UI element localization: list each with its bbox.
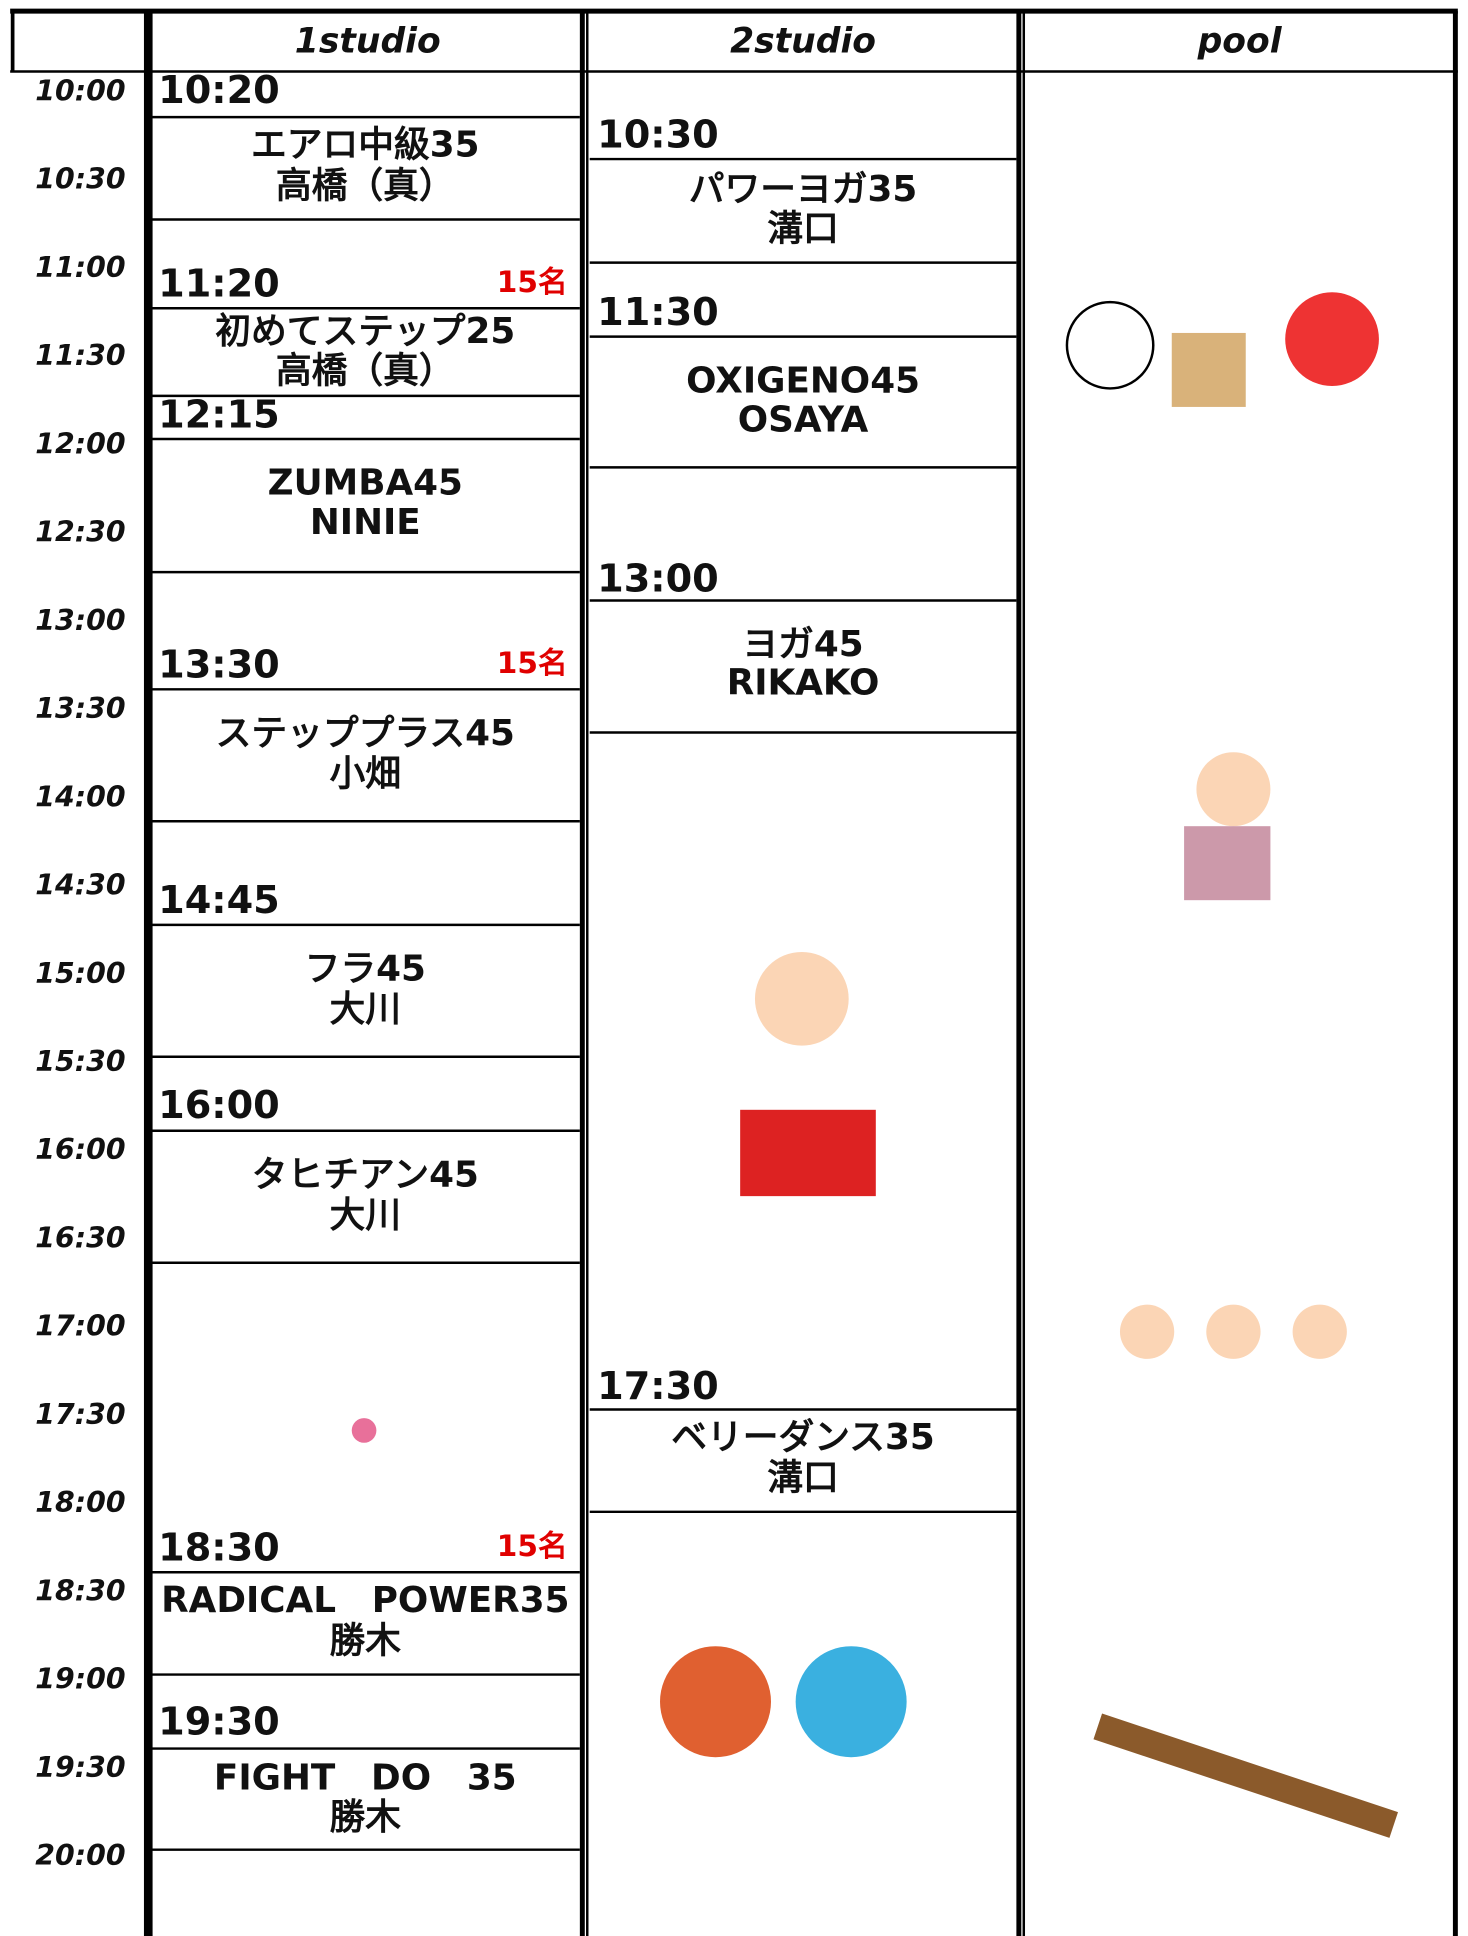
- start-time: 11:30: [597, 291, 719, 335]
- start-time: 18:30: [158, 1527, 280, 1571]
- class-name: OXIGENO45: [686, 360, 920, 401]
- instructor: NINIE: [310, 502, 421, 543]
- time-label: 10:00: [35, 74, 125, 107]
- start-time: 19:30: [158, 1700, 280, 1744]
- class-name: パワーヨガ35: [689, 169, 918, 210]
- column-header: 2studio: [730, 22, 876, 62]
- start-time: 14:45: [158, 879, 280, 923]
- time-label: 16:00: [35, 1133, 125, 1166]
- class-name: RADICAL POWER35: [161, 1580, 569, 1621]
- class-name: フラ45: [305, 948, 426, 989]
- instructor: 高橋（真）: [276, 165, 455, 206]
- capacity: 15名: [497, 646, 568, 680]
- class-name: FIGHT DO 35: [214, 1757, 517, 1798]
- time-label: 18:00: [35, 1486, 125, 1519]
- time-label: 12:00: [35, 427, 125, 460]
- instructor: 大川: [330, 1195, 401, 1236]
- time-label: 11:30: [35, 339, 125, 372]
- time-label: 13:30: [35, 692, 125, 725]
- class-name: ベリーダンス35: [671, 1417, 935, 1458]
- instructor: 勝木: [330, 1797, 402, 1838]
- start-time: 13:30: [158, 644, 280, 688]
- instructor: 勝木: [330, 1621, 402, 1662]
- class-name: タヒチアン45: [252, 1154, 479, 1195]
- start-time: 10:20: [158, 69, 280, 113]
- class-name: ステッププラス45: [216, 713, 515, 754]
- time-label: 15:30: [35, 1045, 125, 1078]
- time-label: 12:30: [35, 516, 125, 549]
- capacity: 15名: [497, 1529, 568, 1563]
- start-time: 11:20: [158, 263, 280, 307]
- instructor: RIKAKO: [727, 662, 880, 703]
- time-label: 19:00: [35, 1663, 125, 1696]
- time-label: 18:30: [35, 1574, 125, 1607]
- class-name: エアロ中級35: [251, 125, 480, 166]
- time-label: 13:00: [35, 604, 125, 637]
- class-name: ヨガ45: [742, 624, 863, 665]
- column-header: pool: [1197, 22, 1283, 62]
- column-header: 1studio: [295, 22, 441, 62]
- grid: [10, 8, 1458, 1936]
- time-label: 20:00: [35, 1839, 125, 1872]
- start-time: 10:30: [597, 113, 719, 157]
- time-label: 16:30: [35, 1221, 125, 1254]
- instructor: 大川: [330, 989, 401, 1030]
- time-label: 17:00: [35, 1310, 125, 1343]
- time-label: 14:30: [35, 869, 125, 902]
- time-label: 10:30: [35, 163, 125, 196]
- instructor: OSAYA: [738, 400, 869, 441]
- start-time: 16:00: [158, 1084, 280, 1128]
- time-label: 19:30: [35, 1751, 125, 1784]
- instructor: 小畑: [330, 754, 401, 795]
- start-time: 12:15: [158, 393, 280, 437]
- decorations: [351, 292, 1399, 1838]
- instructor: 溝口: [767, 209, 839, 250]
- time-label: 14:00: [35, 780, 125, 813]
- time-label: 11:00: [35, 251, 125, 284]
- start-time: 13:00: [597, 557, 719, 601]
- time-label: 15:00: [35, 957, 125, 990]
- capacity: 15名: [497, 265, 568, 299]
- start-time: 17:30: [597, 1365, 719, 1409]
- class-name: 初めてステップ25: [215, 311, 515, 352]
- class-name: ZUMBA45: [268, 463, 463, 504]
- instructor: 溝口: [767, 1458, 839, 1499]
- instructor: 高橋（真）: [276, 350, 455, 391]
- time-label: 17:30: [35, 1398, 125, 1431]
